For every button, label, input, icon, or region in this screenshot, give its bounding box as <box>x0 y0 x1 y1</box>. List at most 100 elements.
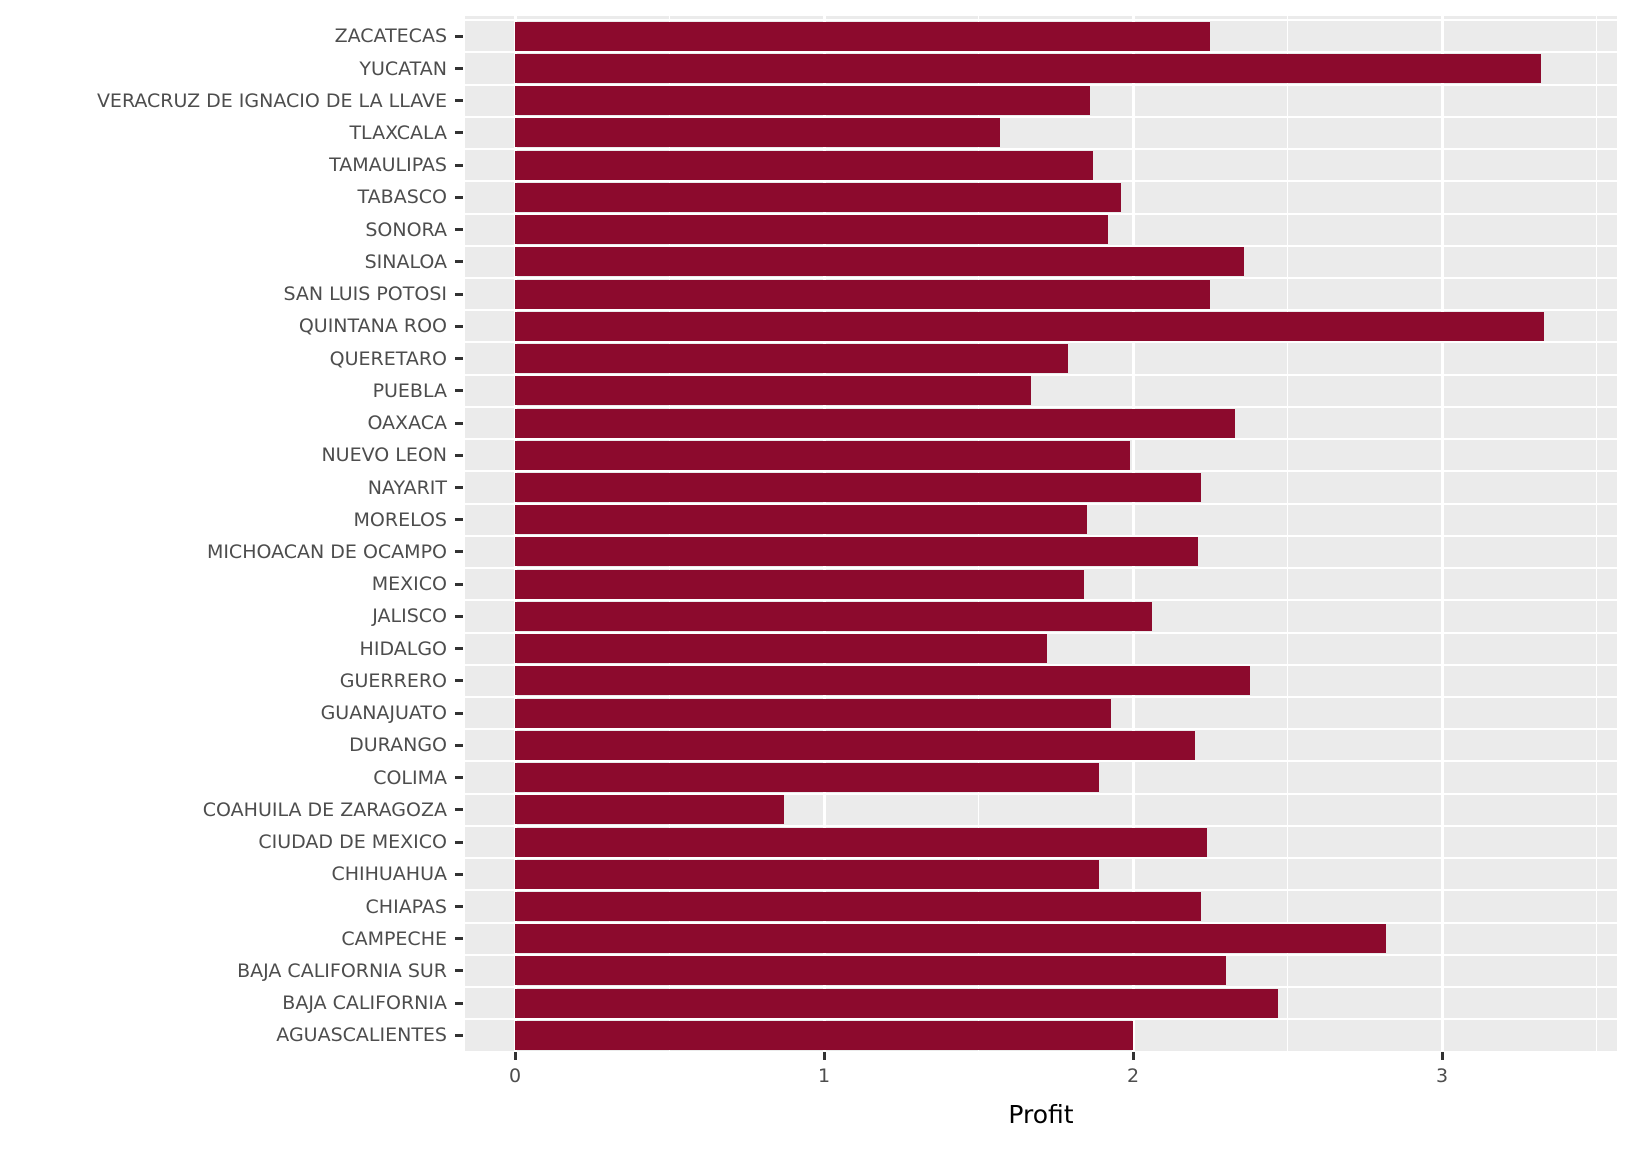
x-tick-label: 3 <box>1436 1065 1449 1087</box>
y-tick-mark <box>455 357 463 361</box>
y-tick-mark <box>455 872 463 876</box>
x-major-gridline <box>1131 16 1135 1052</box>
row-minor-gridline <box>465 212 1617 215</box>
y-tick-mark <box>455 614 463 618</box>
row-minor-gridline <box>465 1050 1617 1053</box>
y-axis-label: HIDALGO <box>359 637 447 660</box>
y-tick-mark <box>455 776 463 780</box>
y-tick-mark <box>455 518 463 522</box>
profit-bar <box>515 215 1109 245</box>
profit-bar <box>515 795 784 825</box>
x-tick-mark <box>1440 1052 1444 1060</box>
y-tick-mark <box>455 1001 463 1005</box>
y-tick-mark <box>455 34 463 38</box>
profit-bar <box>515 956 1226 986</box>
plot-panel <box>465 16 1617 1053</box>
profit-bar <box>515 569 1084 599</box>
y-tick-mark <box>455 905 463 908</box>
row-minor-gridline <box>465 51 1617 54</box>
y-axis-label: NAYARIT <box>367 476 447 499</box>
y-tick-mark <box>455 389 463 393</box>
row-minor-gridline <box>465 696 1617 698</box>
profit-bar <box>515 279 1211 309</box>
y-axis-label: GUERRERO <box>339 669 447 692</box>
profit-bar <box>515 408 1236 438</box>
y-tick-mark <box>455 679 463 683</box>
row-minor-gridline <box>465 953 1617 956</box>
y-tick-mark <box>455 937 463 941</box>
row-minor-gridline <box>465 244 1617 247</box>
y-tick-mark <box>455 550 463 554</box>
profit-bar <box>515 730 1195 760</box>
profit-bar <box>515 666 1251 696</box>
y-tick-mark <box>455 324 463 328</box>
row-minor-gridline <box>465 438 1617 441</box>
row-minor-gridline <box>465 567 1617 570</box>
y-axis-label: SAN LUIS POTOSI <box>283 283 447 306</box>
y-axis-label: QUINTANA ROO <box>298 315 447 338</box>
row-minor-gridline <box>465 824 1617 827</box>
profit-bar <box>515 54 1541 84</box>
profit-bar <box>515 247 1245 277</box>
profit-bar <box>515 859 1100 889</box>
y-axis-label: BAJA CALIFORNIA SUR <box>237 959 447 982</box>
y-axis-label: TAMAULIPAS <box>329 154 447 177</box>
y-axis-label: CHIAPAS <box>365 895 447 918</box>
profit-bar <box>515 827 1208 857</box>
row-minor-gridline <box>465 341 1617 344</box>
y-tick-mark <box>455 99 463 103</box>
x-tick-label: 0 <box>509 1065 522 1087</box>
x-tick-mark <box>1131 1052 1135 1060</box>
row-minor-gridline <box>465 19 1617 22</box>
y-axis-label: CIUDAD DE MEXICO <box>258 831 447 854</box>
y-tick-mark <box>455 486 463 490</box>
row-minor-gridline <box>465 148 1617 151</box>
y-tick-mark <box>455 421 463 425</box>
y-tick-mark <box>455 1033 463 1037</box>
y-axis-label: CHIHUAHUA <box>331 863 447 886</box>
y-axis-label: AGUASCALIENTES <box>276 1024 447 1047</box>
profit-bar <box>515 376 1032 406</box>
row-minor-gridline <box>465 663 1617 666</box>
y-tick-mark <box>455 131 463 135</box>
row-minor-gridline <box>465 728 1617 731</box>
x-minor-gridline <box>1595 16 1598 1052</box>
profit-bar <box>515 86 1090 116</box>
x-tick-label: 1 <box>818 1065 831 1087</box>
row-minor-gridline <box>465 986 1617 989</box>
row-minor-gridline <box>465 792 1617 795</box>
profit-bar <box>515 698 1112 728</box>
y-tick-mark <box>455 163 463 167</box>
profit-bar <box>515 1020 1134 1050</box>
y-axis-label: JALISCO <box>372 605 447 628</box>
row-minor-gridline <box>465 1018 1617 1021</box>
y-axis-label: CAMPECHE <box>341 927 447 950</box>
profit-bar <box>515 473 1202 503</box>
profit-bar <box>515 182 1121 212</box>
row-minor-gridline <box>465 631 1617 634</box>
profit-bar <box>515 924 1387 954</box>
profit-bar <box>515 21 1211 51</box>
profit-bar <box>515 118 1001 148</box>
y-tick-mark <box>455 711 463 715</box>
x-tick-label: 2 <box>1127 1065 1140 1087</box>
y-tick-mark <box>455 808 463 812</box>
y-axis-label: VERACRUZ DE IGNACIO DE LA LLAVE <box>96 89 447 112</box>
profit-bar <box>515 537 1198 567</box>
x-tick-mark <box>822 1052 826 1060</box>
profit-bar <box>515 763 1100 793</box>
y-axis-label: DURANGO <box>349 734 447 757</box>
row-minor-gridline <box>465 470 1617 473</box>
row-minor-gridline <box>465 277 1617 280</box>
y-axis-label: QUERETARO <box>329 347 447 370</box>
y-tick-mark <box>455 582 463 586</box>
profit-bar <box>515 440 1130 470</box>
y-axis-label: TLAXCALA <box>349 121 447 144</box>
row-minor-gridline <box>465 373 1617 376</box>
y-axis-label: OAXACA <box>367 412 447 435</box>
y-tick-mark <box>455 292 463 296</box>
row-minor-gridline <box>465 309 1617 312</box>
y-axis-label: SINALOA <box>364 250 447 273</box>
y-axis-label: BAJA CALIFORNIA <box>282 992 447 1015</box>
row-minor-gridline <box>465 857 1617 860</box>
